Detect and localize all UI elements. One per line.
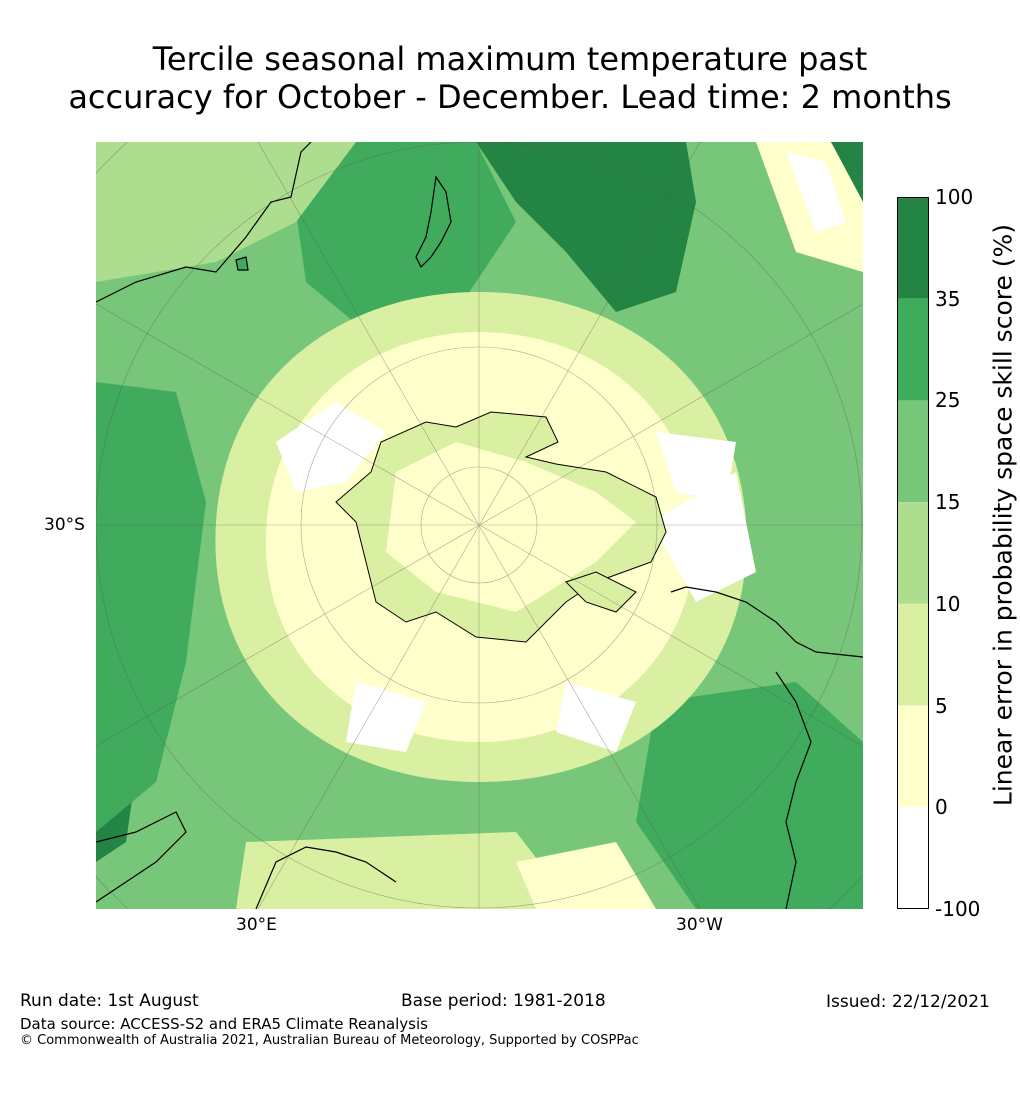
australia-outline: [96, 142, 312, 303]
skill-region-white-south: [516, 842, 656, 909]
colorbar-segment: [897, 400, 929, 503]
colorbar-segment: [897, 705, 929, 808]
colorbar-tick-label: -100: [935, 897, 981, 921]
copyright: © Commonwealth of Australia 2021, Austra…: [20, 1033, 639, 1048]
colorbar-segment: [897, 807, 929, 909]
skill-region-mid-sw: [96, 382, 206, 832]
lon-label-30e: 30°E: [236, 915, 277, 935]
africa-outline: [96, 811, 187, 903]
polar-skill-map: [96, 142, 863, 909]
colorbar-tick-label: 25: [935, 388, 961, 413]
east-south-america-coast: [775, 671, 812, 909]
colorbar-tick-label: 15: [935, 490, 961, 515]
skill-region-light-south-band: [236, 832, 576, 909]
skill-region-mid-se: [636, 682, 863, 909]
skill-region-white-ne: [786, 152, 846, 232]
colorbar-tick-label: 5: [935, 693, 948, 718]
colorbar-segment: [897, 502, 929, 604]
lat-label-30s: 30°S: [44, 515, 85, 535]
south-america-outline: [670, 586, 863, 658]
skill-region-light-north-band: [96, 142, 356, 282]
run-date: Run date: 1st August: [20, 991, 199, 1011]
colorbar-segment: [897, 298, 929, 401]
lon-label-30w: 30°W: [676, 915, 723, 935]
colorbar-tick-label: 10: [935, 591, 961, 616]
antarctica-interior: [386, 442, 636, 612]
map-title: Tercile seasonal maximum temperature pas…: [68, 40, 952, 116]
colorbar-segment: [897, 603, 929, 706]
skill-region-dark-nw: [286, 142, 516, 332]
graticule-meridian: [96, 303, 863, 747]
colorbar: [897, 197, 929, 909]
colorbar-segment: [897, 197, 929, 299]
colorbar-border: [897, 197, 929, 909]
base-period: Base period: 1981-2018: [401, 991, 606, 1011]
skill-region-dark-north: [476, 142, 696, 312]
colorbar-tick-label: 100: [935, 185, 974, 209]
issued-date: Issued: 22/12/2021: [826, 992, 990, 1012]
colorbar-tick-label: 0: [935, 795, 948, 820]
colorbar-label: Linear error in probability space skill …: [988, 223, 1018, 807]
data-source: Data source: ACCESS-S2 and ERA5 Climate …: [20, 1015, 428, 1033]
colorbar-tick-label: 35: [935, 286, 961, 311]
south-africa-coast: [255, 846, 397, 909]
antarctic-peninsula: [565, 571, 637, 613]
tasmania-outline: [235, 256, 249, 271]
new-zealand-outline: [415, 175, 452, 269]
